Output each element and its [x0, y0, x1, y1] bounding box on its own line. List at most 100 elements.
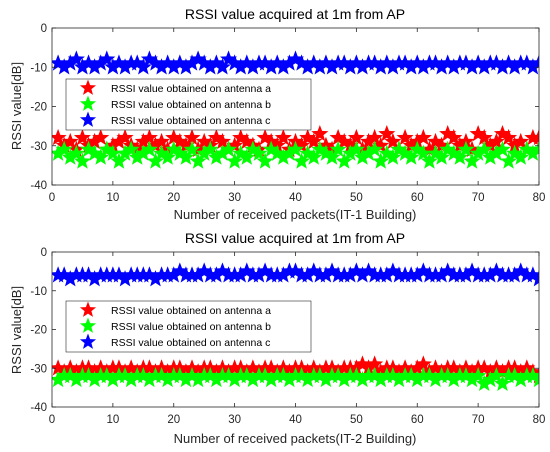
data-point [353, 355, 372, 372]
data-point [323, 148, 341, 165]
y-tick-label: -20 [30, 102, 47, 114]
data-point [493, 124, 512, 142]
data-point [86, 270, 104, 287]
data-point [445, 359, 463, 376]
legend-marker [79, 317, 97, 333]
data-point [463, 152, 481, 169]
x-tick-label: 0 [49, 192, 55, 204]
data-point [305, 132, 323, 150]
data-point [372, 58, 390, 75]
data-point [323, 262, 341, 279]
data-point [493, 58, 512, 75]
data-point [98, 50, 116, 67]
data-point [347, 54, 365, 71]
data-point [232, 58, 250, 75]
data-point [506, 58, 524, 75]
data-point [244, 359, 262, 376]
data-point [512, 148, 530, 165]
data-point [317, 266, 335, 283]
data-point [311, 58, 329, 75]
data-point [226, 136, 244, 154]
y-tick-label: -30 [30, 141, 47, 153]
data-point [445, 128, 463, 146]
data-point [402, 58, 420, 75]
data-point [104, 58, 122, 75]
data-point [372, 152, 390, 169]
data-point [512, 132, 530, 150]
data-point [140, 370, 158, 388]
data-point [469, 144, 487, 161]
data-point [378, 54, 396, 71]
x-tick-label: 20 [167, 192, 180, 204]
data-point [420, 140, 438, 157]
data-point [52, 370, 67, 388]
data-point [110, 54, 128, 71]
data-point [256, 262, 274, 279]
legend-entry: RSSI value obtained on antenna a [111, 83, 271, 95]
data-point [463, 370, 481, 388]
data-point [487, 132, 505, 150]
data-point [433, 266, 451, 283]
data-point [311, 124, 329, 142]
x-tick-label: 80 [533, 414, 546, 426]
data-point [433, 136, 451, 154]
data-point [378, 266, 396, 283]
data-point [475, 58, 493, 75]
data-point [79, 367, 98, 384]
y-tick-label: -20 [30, 325, 47, 337]
data-point [116, 144, 134, 161]
data-point [110, 266, 128, 283]
data-point [122, 140, 140, 157]
data-point [195, 262, 213, 279]
data-point [79, 140, 98, 157]
data-point [262, 58, 280, 75]
data-point [341, 266, 359, 283]
data-point [52, 359, 67, 376]
data-point [530, 54, 539, 71]
data-point [286, 140, 305, 157]
data-point [311, 367, 329, 384]
x-tick-label: 50 [350, 192, 363, 204]
data-point [116, 367, 134, 384]
data-point [402, 136, 420, 154]
data-point [378, 144, 396, 161]
data-point [366, 140, 384, 157]
data-point [232, 266, 250, 283]
data-point [183, 140, 201, 157]
data-point [55, 266, 73, 283]
data-point [475, 128, 493, 146]
data-point [293, 152, 311, 169]
data-point [183, 367, 201, 384]
data-point [524, 144, 539, 161]
chart-top-ylabel: RSSI value[dB] [9, 62, 24, 150]
legend-entry: RSSI value obtained on antenna c [111, 115, 270, 127]
data-point [67, 144, 85, 161]
y-tick-label: 0 [41, 23, 47, 35]
data-point [61, 270, 79, 287]
data-point [518, 140, 536, 157]
data-point [213, 144, 232, 161]
data-point [372, 370, 390, 388]
data-point [475, 359, 493, 376]
data-point [61, 132, 79, 150]
data-point [55, 58, 73, 75]
data-point [244, 140, 262, 157]
data-point [524, 58, 539, 75]
data-point [506, 266, 524, 283]
data-point [250, 144, 268, 161]
legend-entry: RSSI value obtained on antenna c [111, 337, 270, 349]
data-point [353, 370, 372, 388]
data-point [207, 148, 225, 165]
data-point [159, 54, 177, 71]
data-point [134, 132, 152, 150]
data-point [79, 266, 98, 283]
data-point [341, 144, 359, 161]
data-point [207, 370, 225, 388]
data-point [104, 144, 122, 161]
data-point [359, 144, 378, 161]
chart-bottom-xlabel: Number of received packets(IT-2 Building… [174, 431, 417, 446]
data-point [244, 370, 262, 388]
data-point [396, 128, 414, 146]
data-point [189, 50, 207, 67]
data-point [530, 370, 539, 388]
